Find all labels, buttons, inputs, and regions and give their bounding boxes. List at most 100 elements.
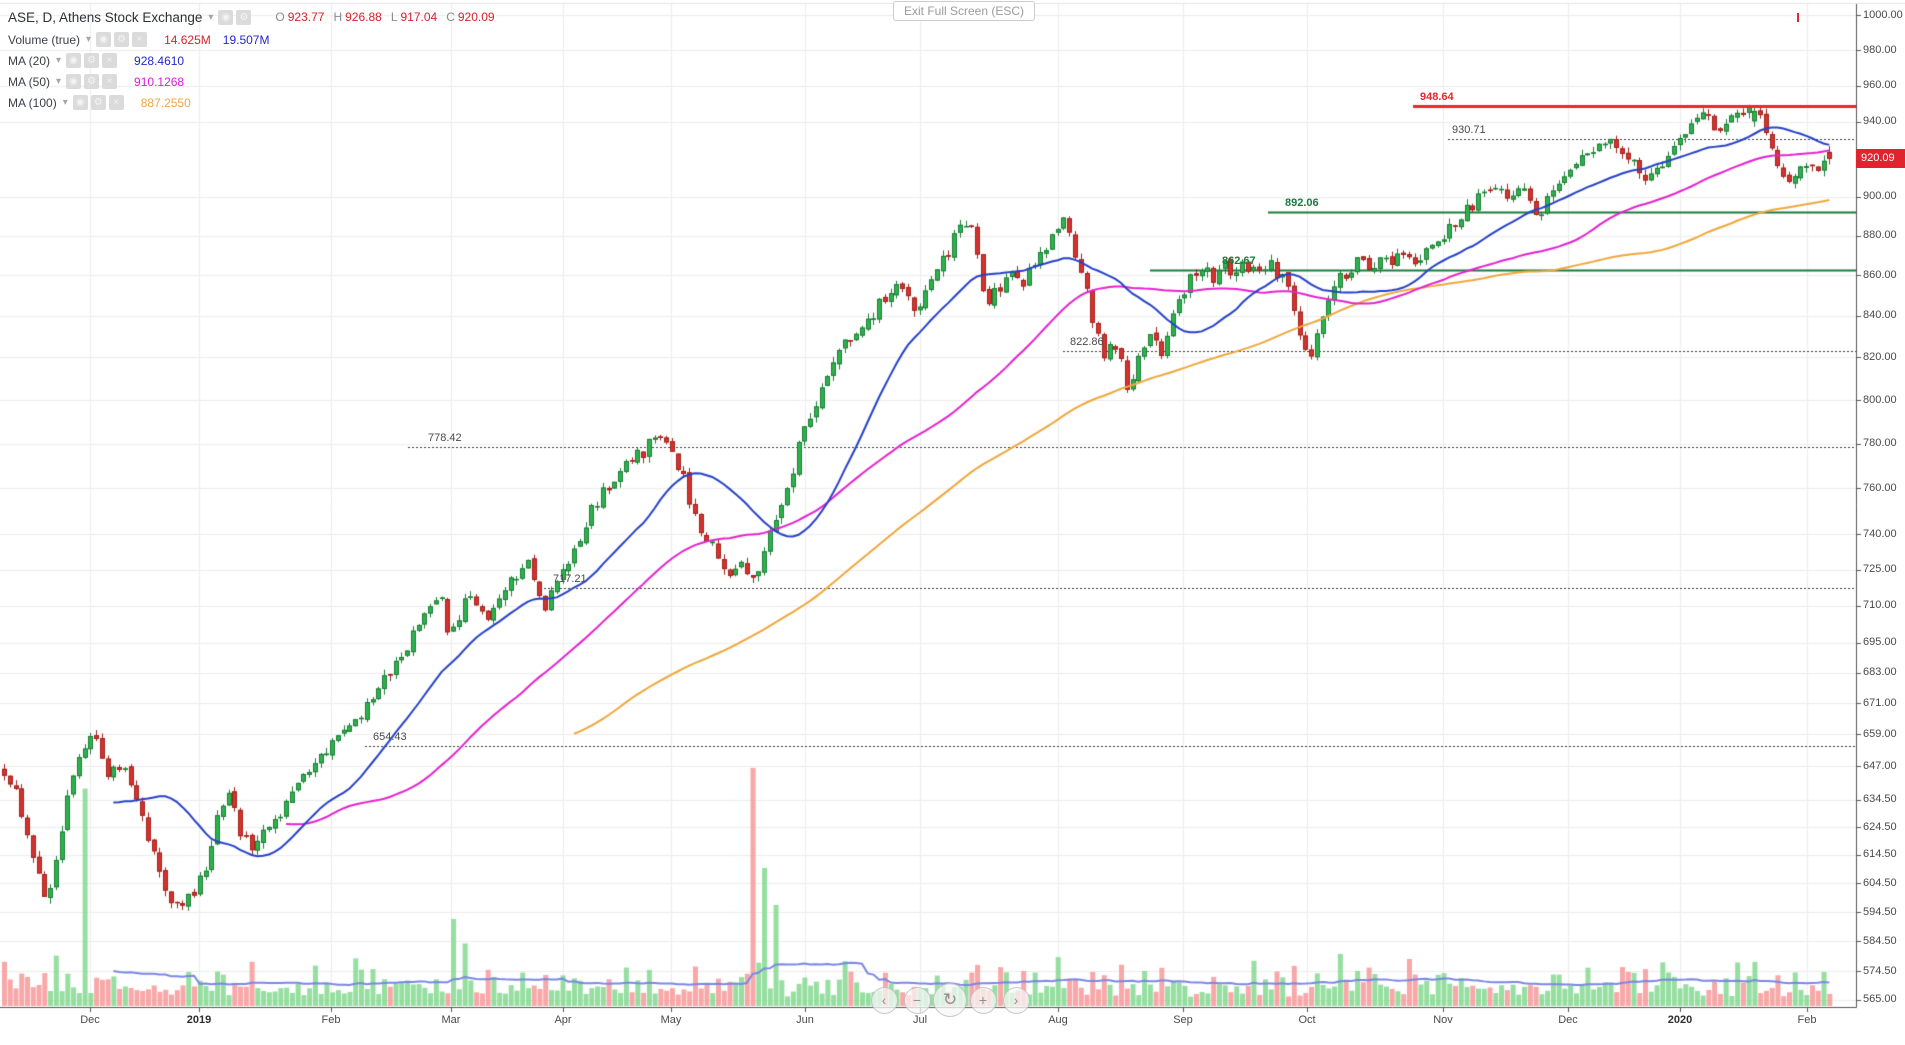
time-month-label: Feb bbox=[321, 1014, 341, 1026]
price-tick-label: 1000.00 bbox=[1863, 8, 1903, 21]
price-tick-label: 940.00 bbox=[1863, 115, 1897, 128]
time-month-label: Sep bbox=[1173, 1014, 1193, 1026]
zoom-out-button[interactable]: − bbox=[903, 986, 931, 1014]
chevron-down-icon[interactable]: ▾ bbox=[56, 76, 62, 87]
ohlc-key: H bbox=[333, 10, 343, 24]
price-level-label: 822.86 bbox=[1070, 336, 1104, 349]
indicator-values: 928.4610 bbox=[134, 54, 196, 68]
price-tick-label: 574.50 bbox=[1863, 964, 1897, 977]
time-month-label: Feb bbox=[1797, 1014, 1817, 1026]
chevron-down-icon[interactable]: ▾ bbox=[86, 34, 92, 45]
price-tick-label: 880.00 bbox=[1863, 229, 1897, 242]
eye-icon[interactable]: ◉ bbox=[66, 74, 82, 89]
eye-icon[interactable]: ◉ bbox=[66, 53, 82, 68]
price-tick-label: 840.00 bbox=[1863, 309, 1897, 322]
indicator-name: MA (20) bbox=[8, 53, 51, 68]
time-month-label: Aug bbox=[1048, 1014, 1068, 1026]
indicator-legend-row: MA (50) ▾ ◉ ⚙ × 910.1268 bbox=[8, 71, 495, 92]
time-month-label: May bbox=[660, 1014, 682, 1026]
indicator-value: 14.625M bbox=[164, 32, 211, 47]
ohlc-key: C bbox=[446, 10, 455, 24]
indicator-name: Volume (true) bbox=[8, 32, 81, 47]
ohlc-value: 917.04 bbox=[400, 10, 438, 24]
indicator-name: MA (50) bbox=[8, 74, 51, 89]
price-tick-label: 860.00 bbox=[1863, 268, 1897, 281]
time-month-label: Mar bbox=[441, 1014, 461, 1026]
symbol-legend-row: ASE, D, Athens Stock Exchange ▾ ◉ ⚙ O 923… bbox=[8, 5, 495, 29]
price-tick-label: 980.00 bbox=[1863, 43, 1897, 56]
price-tick-label: 614.50 bbox=[1863, 848, 1897, 861]
exit-fullscreen-tooltip: Exit Full Screen (ESC) bbox=[893, 1, 1036, 21]
eye-icon[interactable]: ◉ bbox=[72, 95, 88, 110]
indicator-value: 19.507M bbox=[222, 32, 270, 47]
indicator-values: 887.2550 bbox=[141, 96, 203, 110]
indicator-legend-row: MA (100) ▾ ◉ ⚙ × 887.2550 bbox=[8, 92, 495, 113]
price-tick-label: 659.00 bbox=[1863, 727, 1897, 740]
price-level-label: 654.43 bbox=[373, 731, 407, 744]
symbol-title[interactable]: ASE, D, Athens Stock Exchange bbox=[8, 9, 203, 25]
indicator-values: 14.625M 19.507M bbox=[164, 33, 281, 47]
price-level-label: 862.67 bbox=[1222, 254, 1256, 267]
price-level-label: 717.21 bbox=[553, 573, 587, 586]
indicator-name: MA (100) bbox=[8, 95, 57, 110]
price-tick-label: 671.00 bbox=[1863, 696, 1897, 709]
price-tick-label: 695.00 bbox=[1863, 636, 1897, 649]
gear-icon[interactable]: ⚙ bbox=[90, 95, 106, 110]
price-tick-label: 594.50 bbox=[1863, 905, 1897, 918]
chevron-down-icon[interactable]: ▾ bbox=[62, 97, 68, 108]
chevron-down-icon[interactable]: ▾ bbox=[208, 11, 214, 23]
eye-icon[interactable]: ◉ bbox=[96, 32, 112, 47]
indicator-legend-row: Volume (true) ▾ ◉ ⚙ × 14.625M 19.507M bbox=[8, 29, 495, 50]
gear-icon[interactable]: ⚙ bbox=[236, 9, 252, 25]
price-tick-label: 683.00 bbox=[1863, 666, 1897, 679]
price-level-label: 892.06 bbox=[1285, 197, 1319, 210]
ohlc-key: O bbox=[275, 10, 285, 24]
time-month-label: Jul bbox=[912, 1014, 928, 1026]
close-icon[interactable]: × bbox=[102, 53, 118, 68]
time-month-label: Dec bbox=[80, 1014, 100, 1026]
ohlc-values: O 923.77 H 926.88 L 917.04 C 920.09 bbox=[266, 10, 494, 24]
zoom-in-button[interactable]: + bbox=[969, 986, 997, 1014]
indicator-value: 928.4610 bbox=[134, 53, 185, 68]
scroll-right-button[interactable]: › bbox=[1002, 986, 1030, 1014]
ohlc-value: 920.09 bbox=[457, 10, 495, 24]
gear-icon[interactable]: ⚙ bbox=[84, 74, 100, 89]
gear-icon[interactable]: ⚙ bbox=[114, 32, 130, 47]
eye-icon[interactable]: ◉ bbox=[218, 9, 234, 25]
price-tick-label: 584.50 bbox=[1863, 934, 1897, 947]
ohlc-value: 926.88 bbox=[345, 10, 382, 24]
ohlc-key: L bbox=[390, 10, 398, 24]
price-tick-label: 624.50 bbox=[1863, 820, 1897, 833]
legend-pane: ASE, D, Athens Stock Exchange ▾ ◉ ⚙ O 923… bbox=[8, 5, 495, 113]
scroll-left-button[interactable]: ‹ bbox=[870, 986, 898, 1014]
time-month-label: Apr bbox=[554, 1014, 572, 1026]
time-month-label: Nov bbox=[1433, 1014, 1453, 1026]
close-icon[interactable]: × bbox=[132, 32, 148, 47]
price-tick-label: 760.00 bbox=[1863, 481, 1897, 494]
time-year-label: 2020 bbox=[1667, 1014, 1693, 1026]
time-month-label: Oct bbox=[1298, 1014, 1316, 1026]
price-tick-label: 780.00 bbox=[1863, 437, 1897, 450]
time-year-label: 2019 bbox=[186, 1014, 212, 1026]
chevron-down-icon[interactable]: ▾ bbox=[56, 55, 62, 66]
time-month-label: Dec bbox=[1558, 1014, 1578, 1026]
price-level-label: 948.64 bbox=[1420, 91, 1454, 104]
indicator-value: 910.1268 bbox=[134, 74, 185, 89]
indicator-value: 887.2550 bbox=[140, 95, 191, 110]
indicator-values: 910.1268 bbox=[134, 75, 196, 89]
price-tick-label: 800.00 bbox=[1863, 393, 1897, 406]
last-price-badge: 920.09 bbox=[1856, 149, 1905, 169]
last-bar-marker bbox=[1797, 13, 1799, 22]
price-level-label: 778.42 bbox=[428, 432, 462, 445]
indicator-legend-row: MA (20) ▾ ◉ ⚙ × 928.4610 bbox=[8, 50, 495, 71]
close-icon[interactable]: × bbox=[108, 95, 124, 110]
price-tick-label: 900.00 bbox=[1863, 190, 1897, 203]
price-tick-label: 820.00 bbox=[1863, 350, 1897, 363]
reset-view-button[interactable]: ↻ bbox=[933, 983, 967, 1017]
time-month-label: Jun bbox=[796, 1014, 814, 1026]
close-icon[interactable]: × bbox=[102, 74, 118, 89]
gear-icon[interactable]: ⚙ bbox=[84, 53, 100, 68]
price-level-label: 930.71 bbox=[1452, 124, 1486, 137]
